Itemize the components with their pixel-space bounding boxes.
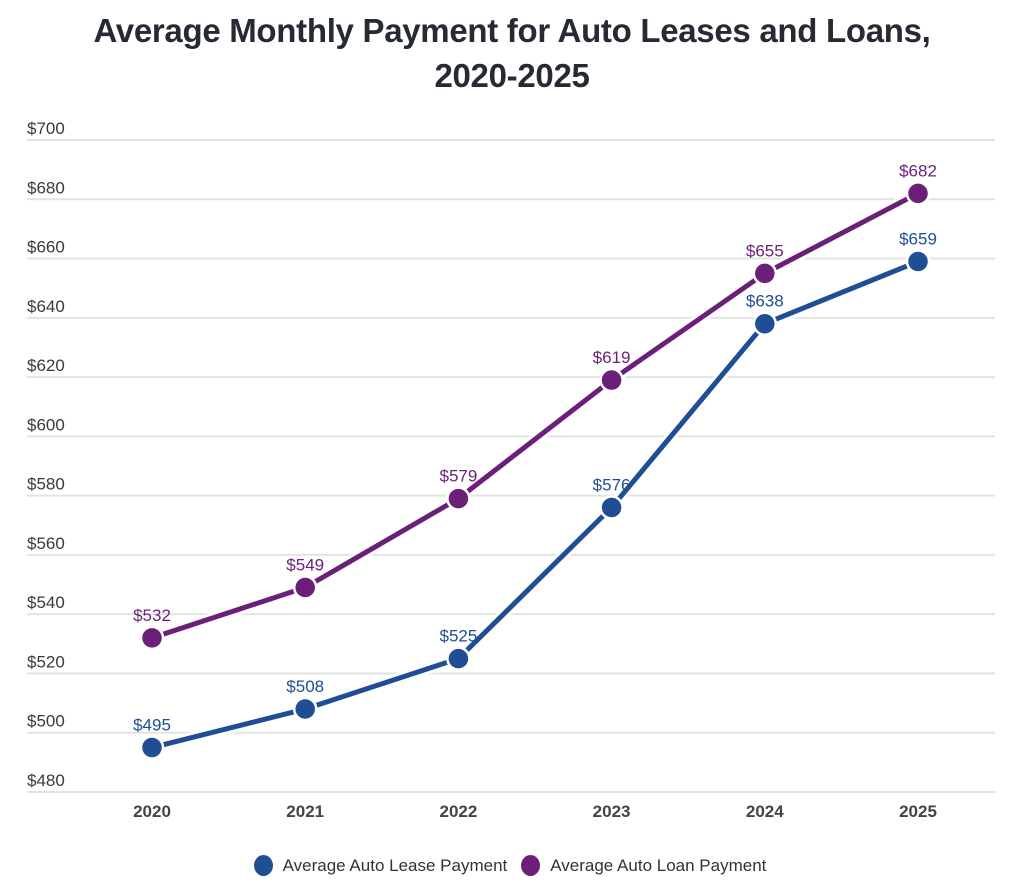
data-labels: $532 $549 $579 $619 $655 $682 $495 $508 $525 $576… xyxy=(133,161,937,734)
x-tick-label: 2020 xyxy=(133,802,171,821)
legend: Average Auto Lease Payment Average Auto … xyxy=(0,855,1024,876)
data-point-lease[interactable] xyxy=(905,249,931,274)
y-tick-label: $480 xyxy=(27,771,65,790)
data-label-loan: $579 xyxy=(439,467,477,486)
legend-label-loan: Average Auto Loan Payment xyxy=(550,855,767,875)
data-point-loan[interactable] xyxy=(292,575,318,600)
data-point-loan[interactable] xyxy=(905,181,931,206)
data-point-loan[interactable] xyxy=(599,367,624,393)
x-tick-label: 2021 xyxy=(286,802,324,821)
y-tick-label: $520 xyxy=(27,652,65,671)
series-points xyxy=(139,181,931,760)
y-tick-label: $660 xyxy=(27,238,65,257)
data-label-lease: $576 xyxy=(593,475,631,494)
data-label-lease: $508 xyxy=(286,677,324,696)
data-point-loan[interactable] xyxy=(139,625,165,651)
y-tick-label: $600 xyxy=(27,415,65,434)
data-point-lease[interactable] xyxy=(599,495,624,520)
data-label-loan: $682 xyxy=(899,161,937,180)
chart-title-line-1: Average Monthly Payment for Auto Leases … xyxy=(93,12,931,49)
y-tick-label: $640 xyxy=(27,297,65,316)
data-label-lease: $525 xyxy=(439,627,477,646)
data-label-loan: $549 xyxy=(286,556,324,575)
series-line-loan xyxy=(151,191,920,641)
data-point-loan[interactable] xyxy=(752,261,778,286)
data-point-lease[interactable] xyxy=(292,696,318,722)
legend-item-loan[interactable]: Average Auto Loan Payment xyxy=(521,855,766,876)
y-axis-tick-labels: $480 $500 $520 $540 $560 $580 $600 $620 $640 $660… xyxy=(27,119,65,790)
legend-item-lease[interactable]: Average Auto Lease Payment xyxy=(253,855,508,876)
y-tick-label: $560 xyxy=(27,534,65,553)
gridlines xyxy=(27,139,995,793)
data-label-loan: $619 xyxy=(593,348,631,367)
data-label-lease: $495 xyxy=(133,716,171,735)
y-tick-label: $500 xyxy=(27,712,65,731)
data-label-lease: $638 xyxy=(746,292,784,311)
x-tick-label: 2025 xyxy=(899,802,937,821)
data-label-loan: $532 xyxy=(133,606,171,625)
data-label-loan: $655 xyxy=(746,241,784,260)
legend-swatch-loan xyxy=(521,855,541,876)
x-axis-tick-labels: 2020 2021 2022 2023 2024 2025 xyxy=(133,802,937,821)
data-point-lease[interactable] xyxy=(139,735,165,760)
x-tick-label: 2024 xyxy=(746,802,784,821)
x-tick-label: 2022 xyxy=(439,802,477,821)
series-line-lease xyxy=(151,259,919,750)
series-lines xyxy=(150,188,921,753)
y-tick-label: $540 xyxy=(27,593,65,612)
y-tick-label: $700 xyxy=(27,119,65,138)
x-tick-label: 2023 xyxy=(593,802,631,821)
y-tick-label: $580 xyxy=(27,475,65,494)
series-line-halo xyxy=(150,256,921,753)
legend-label-lease: Average Auto Lease Payment xyxy=(282,855,508,875)
y-tick-label: $620 xyxy=(27,356,65,375)
data-point-lease[interactable] xyxy=(446,646,471,671)
data-point-lease[interactable] xyxy=(752,311,778,336)
y-tick-label: $680 xyxy=(27,178,65,197)
data-point-loan[interactable] xyxy=(446,486,471,511)
chart-title-line-2: 2020-2025 xyxy=(434,57,590,94)
legend-swatch-lease xyxy=(253,855,273,876)
data-label-lease: $659 xyxy=(899,230,937,249)
chart-title: Average Monthly Payment for Auto Leases … xyxy=(0,8,1024,98)
series-line-halo xyxy=(150,188,921,644)
